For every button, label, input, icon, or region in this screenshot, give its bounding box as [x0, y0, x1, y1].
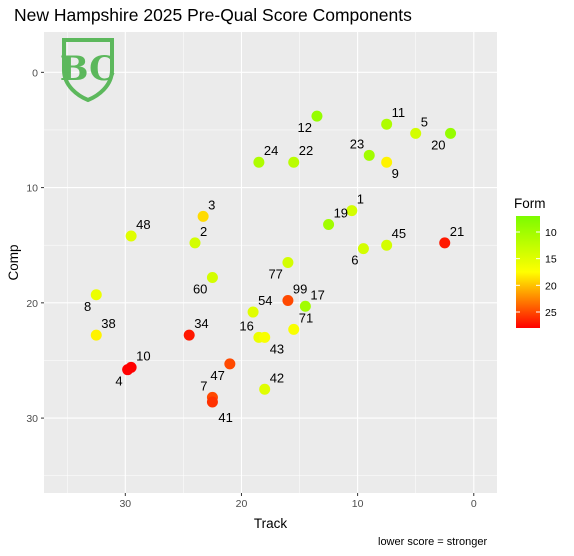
data-label-38: 38 [101, 316, 115, 331]
data-label-2: 2 [200, 224, 207, 239]
legend-tick-label: 20 [545, 280, 557, 292]
data-point-43 [259, 331, 271, 343]
data-point-60 [206, 271, 218, 283]
data-point-19 [323, 218, 335, 230]
data-label-34: 34 [194, 316, 208, 331]
axes: 30 20 10 0 0 10 20 30 Track Comp [6, 67, 477, 531]
data-point-22 [288, 156, 300, 168]
data-label-99: 99 [293, 282, 307, 297]
data-point-48 [125, 230, 137, 242]
data-label-9: 9 [392, 166, 399, 181]
data-point-47 [224, 358, 236, 370]
plot-background [44, 32, 497, 493]
data-label-3: 3 [208, 197, 215, 212]
x-tick-label: 0 [471, 498, 477, 510]
chart-caption: lower score = stronger [378, 536, 488, 548]
y-tick-label: 30 [26, 413, 38, 425]
logo-shield-outline [62, 38, 114, 103]
y-tick-label: 10 [26, 183, 38, 195]
x-tick-label: 20 [236, 498, 248, 510]
data-label-7: 7 [200, 378, 207, 393]
data-label-23: 23 [350, 136, 364, 151]
data-label-6: 6 [351, 253, 358, 268]
data-point-11 [381, 118, 393, 130]
y-tick-label: 0 [32, 67, 38, 79]
data-label-77: 77 [268, 267, 282, 282]
data-point-21 [439, 237, 451, 249]
data-point-6 [357, 243, 369, 255]
data-point-34 [183, 329, 195, 341]
plot-panel [44, 32, 497, 493]
data-label-10: 10 [136, 348, 150, 363]
y-tick-label: 20 [26, 298, 38, 310]
data-point-24 [253, 156, 265, 168]
data-point-20 [445, 127, 457, 139]
data-point-12 [311, 110, 323, 122]
data-label-4: 4 [115, 374, 122, 389]
logo-lettering: BC [60, 49, 116, 89]
data-point-23 [363, 149, 375, 161]
y-axis-title: Comp [6, 244, 21, 280]
bc-logo-icon: BC [60, 38, 116, 103]
data-point-41 [206, 396, 218, 408]
data-label-42: 42 [270, 370, 284, 385]
data-label-20: 20 [431, 137, 445, 152]
data-point-5 [410, 127, 422, 139]
chart-title: New Hampshire 2025 Pre-Qual Score Compon… [14, 5, 412, 25]
legend-tick-label: 15 [545, 254, 557, 266]
x-axis-title: Track [254, 516, 287, 531]
data-point-99 [282, 295, 294, 307]
data-point-54 [247, 306, 259, 318]
data-label-22: 22 [299, 143, 313, 158]
data-label-12: 12 [297, 120, 311, 135]
data-label-47: 47 [210, 368, 224, 383]
data-label-16: 16 [239, 318, 253, 333]
data-point-2 [189, 237, 201, 249]
data-point-4 [122, 364, 134, 376]
legend-tick-label: 10 [545, 227, 557, 239]
data-labels: 12 11 520 24 22 23 9 3 1 19 48 2 45 6 21 77 60 8 99 17 54 71 3… [84, 105, 464, 425]
data-point-71 [288, 323, 300, 335]
brand-logo-bc: BC [60, 38, 116, 103]
legend-colorbar [516, 216, 540, 328]
data-point-42 [259, 383, 271, 395]
data-point-3 [197, 210, 209, 222]
data-label-1: 1 [357, 192, 364, 207]
data-label-71: 71 [299, 310, 313, 325]
x-tick-label: 10 [352, 498, 364, 510]
data-label-24: 24 [264, 143, 278, 158]
data-label-11: 11 [392, 105, 406, 120]
data-label-60: 60 [193, 281, 207, 296]
data-point-38 [90, 329, 102, 341]
data-label-5: 5 [421, 114, 428, 129]
data-point-17 [299, 300, 311, 312]
data-label-45: 45 [392, 226, 406, 241]
data-point-45 [381, 239, 393, 251]
x-tick-label: 30 [119, 498, 131, 510]
data-point-9 [381, 156, 393, 168]
data-point-77 [282, 257, 294, 268]
form-legend: Form 10 15 20 25 [514, 196, 557, 328]
data-label-17: 17 [310, 287, 324, 302]
data-label-8: 8 [84, 299, 91, 314]
data-point-8 [90, 289, 102, 301]
data-label-43: 43 [270, 341, 284, 356]
data-label-54: 54 [258, 293, 272, 308]
data-label-21: 21 [450, 224, 464, 239]
data-label-41: 41 [218, 410, 232, 425]
data-point-1 [346, 205, 358, 217]
data-label-48: 48 [136, 217, 150, 232]
data-points [90, 110, 457, 408]
legend-tick-label: 25 [545, 307, 557, 319]
data-label-19: 19 [334, 205, 348, 220]
legend-title: Form [514, 196, 546, 211]
